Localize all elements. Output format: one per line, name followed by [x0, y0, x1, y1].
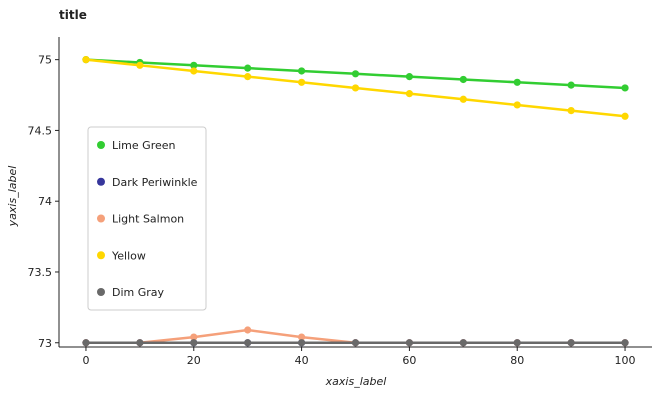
data-point-light-salmon-4: [297, 333, 306, 341]
data-point-lime-green-9: [567, 81, 575, 89]
data-point-lime-green-7: [459, 75, 467, 84]
x-tick-label: 80: [510, 354, 524, 367]
data-point-yellow-5: [351, 84, 360, 92]
data-point-dim-gray-1: [136, 339, 144, 347]
legend-label-lime-green: Lime Green: [112, 139, 176, 152]
legend-label-dim-gray: Dim Gray: [112, 286, 165, 299]
data-point-yellow-9: [567, 107, 575, 115]
data-point-lime-green-2: [190, 61, 198, 69]
data-point-dim-gray-9: [567, 339, 575, 347]
legend-marker-light-salmon: [97, 214, 105, 223]
legend-marker-lime-green: [97, 141, 105, 149]
data-point-light-salmon-3: [244, 326, 252, 334]
axes: 0 20 40 60 80 100 73 73.5 74 74.5 75: [28, 37, 652, 367]
data-point-dim-gray-3: [244, 339, 252, 347]
x-tick-label: 0: [82, 354, 89, 367]
data-point-lime-green-6: [405, 73, 414, 81]
y-tick-label: 73: [38, 337, 52, 350]
data-point-dim-gray-4: [297, 339, 306, 347]
legend: Lime Green Dark Periwinkle Light Salmon Yel…: [87, 126, 207, 311]
data-point-dim-gray-7: [459, 339, 467, 347]
data-point-dim-gray-0: [82, 339, 90, 347]
x-axis-label: xaxis_label: [325, 375, 387, 388]
legend-label-yellow: Yellow: [111, 249, 146, 262]
x-tick-label: 40: [295, 354, 309, 367]
data-point-lime-green-10: [621, 84, 629, 92]
legend-box: [87, 126, 207, 311]
legend-marker-dim-gray: [97, 288, 105, 296]
data-point-lime-green-5: [351, 70, 360, 78]
x-tick-label: 20: [187, 354, 201, 367]
data-point-dim-gray-2: [190, 339, 198, 347]
y-tick-label: 74: [38, 195, 52, 208]
legend-label-dark-periwinkle: Dark Periwinkle: [112, 176, 198, 189]
legend-label-light-salmon: Light Salmon: [112, 213, 184, 226]
plot-area: [82, 56, 629, 347]
data-point-lime-green-3: [244, 64, 252, 72]
data-point-yellow-0: [82, 56, 90, 64]
data-point-light-salmon-2: [190, 333, 198, 341]
data-point-yellow-7: [459, 95, 467, 103]
data-point-yellow-1: [136, 61, 144, 69]
data-point-yellow-8: [513, 101, 521, 109]
data-point-yellow-6: [405, 90, 414, 98]
legend-marker-dark-periwinkle: [97, 177, 105, 186]
y-tick-label: 73.5: [28, 266, 53, 279]
data-point-yellow-4: [297, 78, 306, 86]
data-point-yellow-3: [244, 73, 252, 81]
data-point-yellow-2: [190, 67, 198, 75]
data-point-lime-green-8: [513, 78, 521, 86]
data-point-yellow-10: [621, 112, 629, 120]
y-tick-label: 75: [38, 54, 52, 67]
x-tick-label: 60: [402, 354, 416, 367]
data-point-dim-gray-5: [351, 339, 360, 347]
data-point-dim-gray-6: [405, 339, 414, 347]
y-tick-label: 74.5: [28, 124, 53, 137]
data-point-lime-green-4: [297, 67, 306, 75]
x-tick-label: 100: [615, 354, 636, 367]
y-axis-label: yaxis_label: [6, 166, 19, 228]
chart-title: title: [59, 8, 87, 22]
data-point-dim-gray-10: [621, 339, 629, 347]
legend-marker-yellow: [97, 251, 105, 260]
data-point-dim-gray-8: [513, 339, 521, 347]
